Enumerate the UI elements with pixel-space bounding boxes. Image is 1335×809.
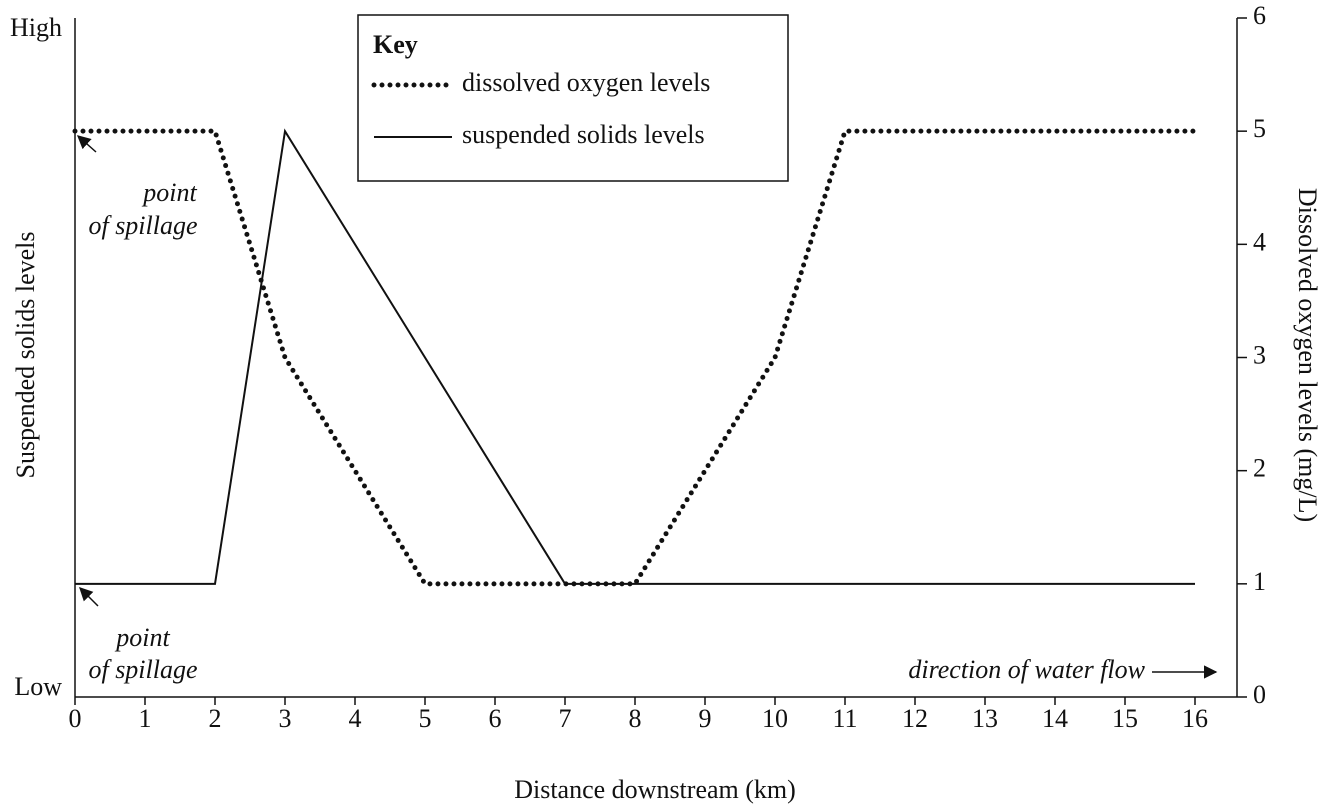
x-axis-label: Distance downstream (km) xyxy=(514,775,796,804)
annotation-arrow xyxy=(76,135,97,153)
annotation-arrow xyxy=(79,587,99,607)
x-tick-label: 12 xyxy=(902,704,928,733)
y2-tick-label: 0 xyxy=(1253,680,1266,709)
legend-label: suspended solids levels xyxy=(462,120,705,149)
legend-title: Key xyxy=(373,30,418,59)
x-tick-label: 5 xyxy=(419,704,432,733)
x-tick-label: 9 xyxy=(699,704,712,733)
y2-tick-label: 6 xyxy=(1253,1,1266,30)
y-tick-label: High xyxy=(10,13,62,42)
series-line xyxy=(72,128,1198,587)
legend-label: dissolved oxygen levels xyxy=(462,68,710,97)
x-tick-label: 4 xyxy=(349,704,362,733)
series-line xyxy=(75,128,1195,585)
y-axis-label: Suspended solids levels xyxy=(11,232,40,479)
x-tick-label: 7 xyxy=(559,704,572,733)
x-tick-label: 10 xyxy=(762,704,788,733)
y2-tick-label: 4 xyxy=(1253,227,1266,256)
annotation: point xyxy=(141,178,197,207)
x-tick-label: 1 xyxy=(139,704,152,733)
annotation: of spillage xyxy=(88,211,197,240)
x-tick-label: 2 xyxy=(209,704,222,733)
y2-tick-label: 5 xyxy=(1253,114,1266,143)
x-tick-label: 3 xyxy=(279,704,292,733)
x-tick-label: 11 xyxy=(832,704,857,733)
x-tick-label: 14 xyxy=(1042,704,1068,733)
x-tick-label: 8 xyxy=(629,704,642,733)
x-tick-label: 6 xyxy=(489,704,502,733)
y-tick-label: Low xyxy=(14,672,62,701)
y2-tick-label: 3 xyxy=(1253,340,1266,369)
x-tick-label: 15 xyxy=(1112,704,1138,733)
annotation: direction of water flow xyxy=(908,655,1145,684)
y2-tick-label: 1 xyxy=(1253,567,1266,596)
y2-tick-label: 2 xyxy=(1253,454,1266,483)
x-tick-label: 13 xyxy=(972,704,998,733)
annotation: of spillage xyxy=(88,655,197,684)
legend-box xyxy=(357,14,789,182)
x-tick-label: 0 xyxy=(69,704,82,733)
annotation: point xyxy=(114,623,170,652)
y2-axis-label: Dissolved oxygen levels (mg/L) xyxy=(1293,188,1322,522)
x-tick-label: 16 xyxy=(1182,704,1208,733)
